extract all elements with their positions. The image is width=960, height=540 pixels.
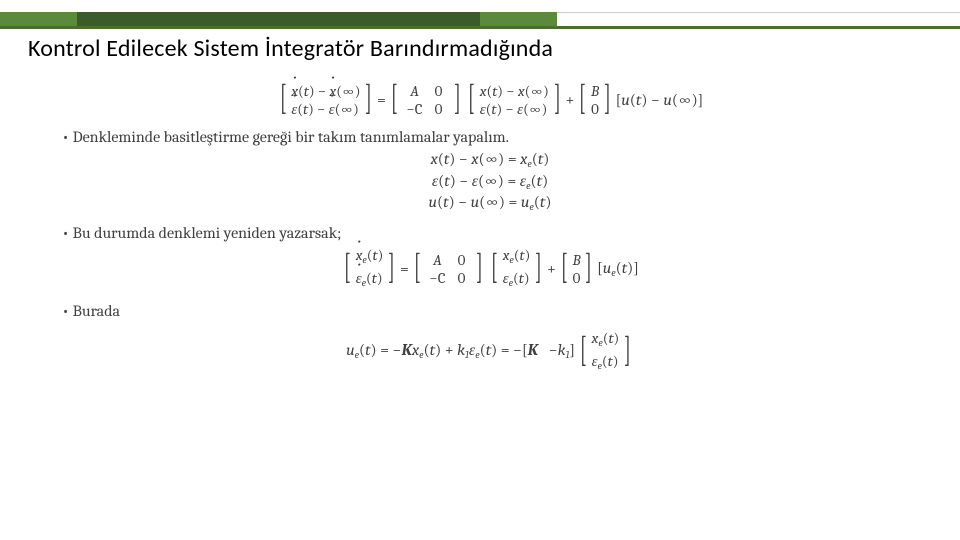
bar-segment: [480, 12, 557, 26]
slide: Kontrol Edilecek Sistem İntegratör Barın…: [0, 0, 960, 540]
prose-simplify-intro: Denkleminde basitleştirme gereği bir tak…: [62, 128, 900, 146]
prose-rewrite: Bu durumda denklemi yeniden yazarsak;: [62, 224, 900, 242]
equation-state-space-error: [ x(t) − x(∞) ε(t) − ε(∞) ] = [ A −C 0 0…: [80, 82, 900, 118]
equation-control-law: ue(t) = −Kxe(t) + k1εe(t) = −[K −k1] [ x…: [80, 329, 900, 375]
equation-error-dynamics: [ xe(t) εe(t) ] = [ A −C 0 0 ] [: [80, 246, 900, 292]
title-bar-decoration: [0, 12, 960, 26]
prose-where: Burada: [62, 302, 900, 320]
slide-body: [ x(t) − x(∞) ε(t) − ε(∞) ] = [ A −C 0 0…: [80, 78, 900, 520]
slide-title: Kontrol Edilecek Sistem İntegratör Barın…: [28, 34, 553, 63]
title-underline: [0, 26, 960, 29]
bar-segment: [557, 12, 960, 26]
equation-definitions: x(t) − x(∞) = xe(t) ε(t) − ε(∞) = εe(t) …: [80, 150, 900, 214]
bar-segment: [77, 12, 480, 26]
bar-segment: [0, 12, 77, 26]
